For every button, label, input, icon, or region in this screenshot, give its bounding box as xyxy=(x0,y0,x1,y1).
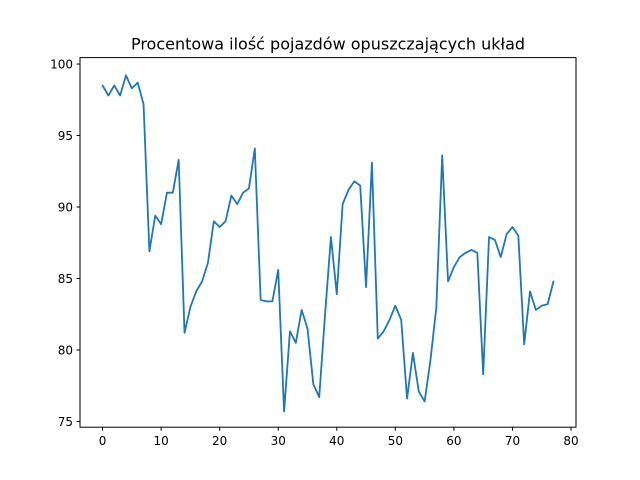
y-tick-label-5: 100 xyxy=(50,58,73,72)
x-tick-label-3: 30 xyxy=(271,434,286,448)
x-tick-label-5: 50 xyxy=(388,434,403,448)
plot-area xyxy=(101,74,555,413)
y-tick-label-2: 85 xyxy=(58,272,73,286)
x-tick-label-4: 40 xyxy=(329,434,344,448)
x-tick-label-0: 0 xyxy=(99,434,107,448)
x-tick-label-2: 20 xyxy=(212,434,227,448)
x-axis: 0 10 20 30 40 50 60 70 80 xyxy=(99,427,579,448)
y-tick-label-4: 95 xyxy=(58,129,73,143)
series-line-0 xyxy=(101,74,555,413)
y-tick-label-0: 75 xyxy=(58,415,73,429)
chart-title: Procentowa ilość pojazdów opuszczających… xyxy=(131,35,525,54)
y-tick-label-1: 80 xyxy=(58,343,73,357)
x-tick-label-8: 80 xyxy=(563,434,578,448)
x-tick-label-1: 10 xyxy=(153,434,168,448)
x-tick-label-7: 70 xyxy=(505,434,520,448)
y-axis: 75 80 85 90 95 100 xyxy=(50,58,80,429)
y-tick-label-3: 90 xyxy=(58,201,73,215)
x-tick-label-6: 60 xyxy=(446,434,461,448)
axes-frame xyxy=(79,57,577,428)
